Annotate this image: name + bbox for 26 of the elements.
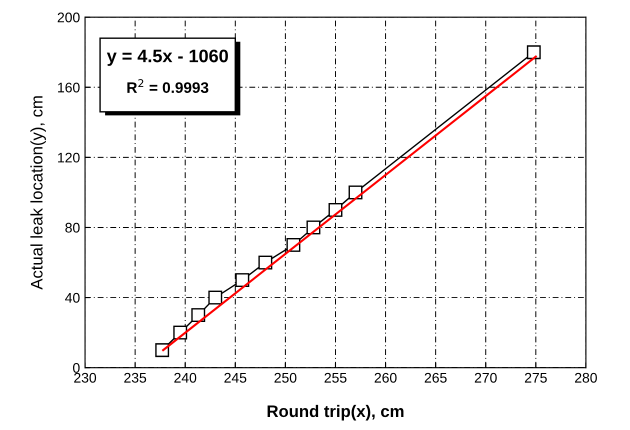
x-tick-label: 240 [174,372,196,383]
point [235,273,250,287]
annotation: R$^{2}$ = 0.9993 [127,79,208,94]
x-tick-label: 245 [224,372,246,383]
y-tick-label: 160 [58,82,80,92]
x-tick-label: 260 [374,372,397,383]
y-tick-label: 80 [65,222,80,233]
x-tick-label: 250 [274,372,296,383]
x-axis-title: Round trip(x), cm [268,404,404,420]
point [191,308,206,322]
x-tick-label: 280 [575,372,597,383]
point [208,290,222,305]
y-tick-label: 0 [73,362,80,373]
point [258,256,272,270]
x-tick-label: 235 [124,372,146,383]
x-tick-label: 230 [74,372,96,383]
annotation: y = 4.5x - 1060 [106,50,228,66]
y-tick-label: 40 [65,292,80,303]
x-tick-label: 255 [324,372,346,383]
y-tick-label: 120 [58,152,80,163]
x-tick-label: 275 [524,372,547,383]
x-tick-label: 265 [424,372,447,383]
y-tick-label: 200 [58,12,80,22]
y-axis-title: Actual leak location(y), cm [30,96,46,290]
x-tick-label: 270 [474,372,497,383]
point [526,45,541,60]
